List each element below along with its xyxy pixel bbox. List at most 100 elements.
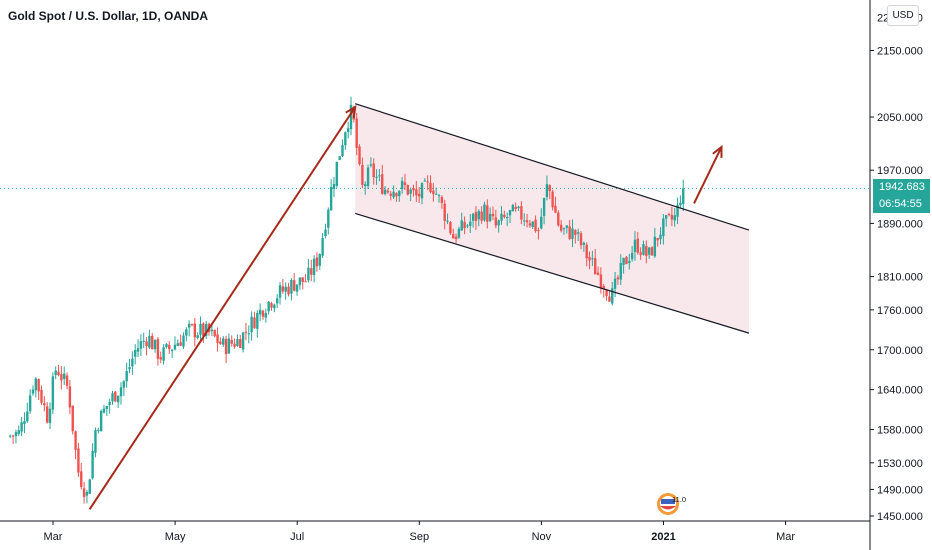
candle xyxy=(219,337,222,345)
channel-upper-line[interactable] xyxy=(355,103,750,231)
candle xyxy=(588,251,591,270)
candle xyxy=(551,189,554,211)
time-axis[interactable]: Mar May Jul Sep Nov 2021 Mar xyxy=(0,520,870,543)
candle xyxy=(505,212,509,227)
candle xyxy=(656,237,659,247)
candle xyxy=(65,372,69,390)
candle xyxy=(224,335,228,364)
candle xyxy=(412,184,415,197)
candle xyxy=(250,311,253,341)
badge-text: 11.0 xyxy=(672,495,686,504)
candle xyxy=(483,201,486,222)
candle xyxy=(679,195,682,208)
candle xyxy=(511,203,515,212)
candle xyxy=(176,339,179,347)
candle xyxy=(423,178,427,182)
candle xyxy=(497,219,500,233)
candle xyxy=(616,275,620,285)
candle xyxy=(611,281,614,306)
candle xyxy=(125,362,128,388)
candle xyxy=(463,216,466,235)
candle xyxy=(378,168,381,182)
candle xyxy=(187,320,191,337)
candle xyxy=(619,254,622,285)
candle xyxy=(213,329,216,338)
candle xyxy=(545,175,549,201)
candle xyxy=(389,191,392,201)
candle xyxy=(151,333,154,350)
candle xyxy=(34,377,38,398)
candle xyxy=(11,434,15,444)
candle xyxy=(682,179,685,212)
candle xyxy=(338,156,341,161)
candle xyxy=(239,334,242,348)
candle xyxy=(540,208,543,230)
candle xyxy=(329,179,333,211)
candle xyxy=(318,253,321,270)
candle xyxy=(565,225,569,234)
candle xyxy=(605,288,608,301)
candle xyxy=(531,221,534,229)
candle xyxy=(636,231,640,255)
candle xyxy=(653,228,657,258)
candle xyxy=(82,481,86,504)
candle xyxy=(579,231,583,250)
candle xyxy=(241,331,245,353)
candle xyxy=(585,242,588,267)
candle xyxy=(443,199,446,230)
ideas-badge[interactable]: 11.0 xyxy=(653,491,687,517)
candle xyxy=(415,180,418,202)
candle xyxy=(68,379,72,415)
candle xyxy=(562,227,566,235)
candle xyxy=(437,193,441,203)
candle xyxy=(111,390,114,405)
candle xyxy=(664,214,668,227)
candle xyxy=(554,196,557,213)
candle xyxy=(452,228,455,239)
candle xyxy=(477,209,480,227)
currency-button[interactable]: USD xyxy=(887,5,919,26)
candle xyxy=(662,213,665,245)
breakout-arrow[interactable] xyxy=(693,144,723,204)
candle xyxy=(457,226,461,240)
rally-arrow[interactable] xyxy=(88,105,357,510)
symbol-title[interactable]: Gold Spot / U.S. Dollar, 1D, OANDA xyxy=(8,9,209,23)
time-tick-label: Mar xyxy=(44,531,63,543)
candle xyxy=(503,210,506,219)
candle xyxy=(216,327,219,352)
candle xyxy=(310,259,313,282)
candle xyxy=(128,358,131,374)
candle xyxy=(153,339,157,353)
candle xyxy=(625,255,628,265)
price-tick-label: 1810.000 xyxy=(877,272,923,284)
price-tick-label: 1530.000 xyxy=(877,458,923,470)
candle xyxy=(315,252,319,272)
candle xyxy=(358,144,361,166)
candle xyxy=(520,201,523,225)
candle xyxy=(576,228,580,241)
channel-lower-line[interactable] xyxy=(355,212,750,334)
candle xyxy=(602,283,605,298)
price-tick-label: 1700.000 xyxy=(877,345,923,357)
candle xyxy=(591,250,594,267)
candle xyxy=(304,274,307,283)
candle xyxy=(568,219,571,241)
candle xyxy=(119,382,123,405)
price-axis[interactable]: 2200.0002150.0002050.0001970.0001890.000… xyxy=(869,0,923,550)
candle xyxy=(60,366,63,390)
candle xyxy=(361,157,364,189)
candle xyxy=(253,311,256,329)
candle xyxy=(434,187,438,195)
candle xyxy=(571,219,574,248)
candle xyxy=(247,325,250,344)
candle xyxy=(116,395,120,408)
candle xyxy=(54,366,57,380)
candle xyxy=(429,175,432,194)
candle xyxy=(210,324,214,337)
candle xyxy=(400,177,404,194)
candle xyxy=(227,333,231,354)
plot-area xyxy=(0,96,870,510)
candle xyxy=(99,409,103,432)
candle xyxy=(474,206,478,230)
